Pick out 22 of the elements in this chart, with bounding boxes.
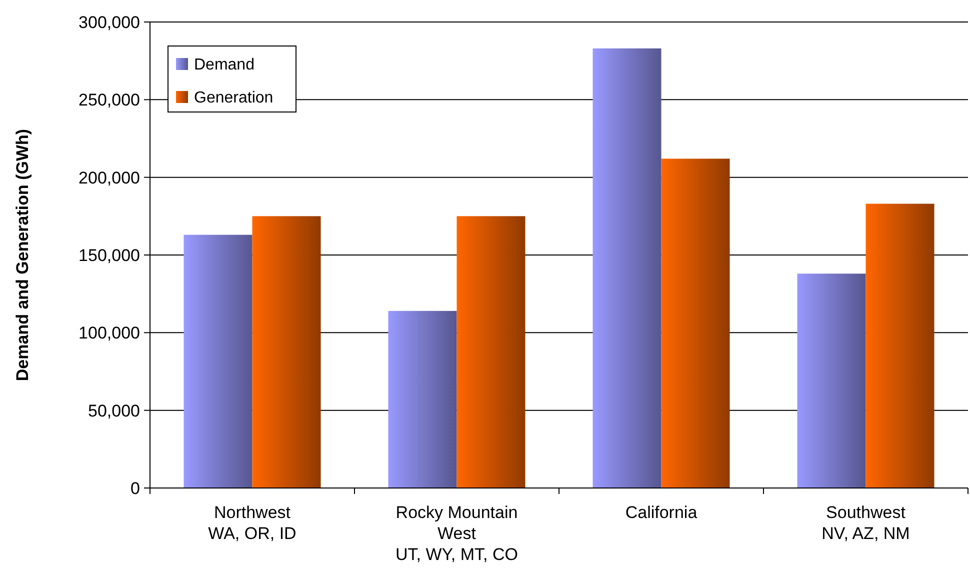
x-tick-label: California	[625, 503, 698, 522]
bar	[184, 234, 252, 488]
y-tick-label: 100,000	[78, 324, 140, 343]
legend-label: Demand	[194, 56, 254, 74]
y-axis-title: Demand and Generation (GWh)	[13, 128, 32, 382]
y-tick-label: 200,000	[78, 168, 140, 188]
x-tick-label: Rocky Mountain West UT, WY, MT, CO	[396, 503, 518, 564]
y-tick-label: 50,000	[88, 401, 140, 420]
bar	[252, 216, 321, 488]
bar	[388, 310, 457, 488]
legend-label: Generation	[194, 90, 274, 107]
bar	[661, 158, 730, 488]
x-tick-label: Southwest NV, AZ, NM	[822, 503, 910, 543]
y-tick-label: 0	[130, 478, 140, 498]
bar	[866, 204, 934, 488]
bar	[456, 216, 526, 488]
x-tick-label: Northwest WA, OR, ID	[208, 503, 296, 543]
y-tick-label: 300,000	[78, 12, 140, 32]
bar	[592, 48, 662, 488]
y-tick-label: 250,000	[78, 90, 140, 110]
y-tick-label: 150,000	[78, 246, 140, 265]
bar	[797, 274, 866, 488]
